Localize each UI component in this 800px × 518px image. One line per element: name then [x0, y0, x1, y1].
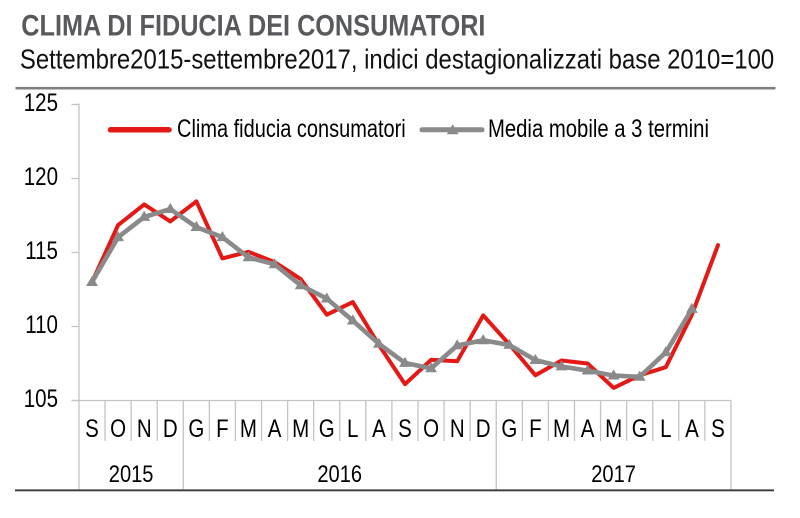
svg-text:G: G — [632, 414, 648, 442]
svg-text:2017: 2017 — [591, 460, 636, 487]
svg-text:G: G — [188, 414, 204, 442]
svg-text:M: M — [292, 414, 309, 442]
svg-text:125: 125 — [24, 88, 58, 116]
svg-text:115: 115 — [25, 236, 58, 264]
svg-text:S: S — [398, 414, 412, 442]
svg-text:M: M — [605, 414, 622, 442]
svg-text:Clima fiducia consumatori: Clima fiducia consumatori — [177, 115, 406, 142]
svg-text:M: M — [553, 414, 570, 442]
svg-text:2015: 2015 — [109, 460, 154, 487]
svg-text:O: O — [110, 414, 126, 442]
svg-text:G: G — [319, 414, 335, 442]
svg-text:A: A — [581, 414, 595, 442]
svg-text:Media mobile a 3 termini: Media mobile a 3 termini — [488, 115, 709, 142]
svg-text:F: F — [216, 414, 229, 442]
svg-text:L: L — [347, 414, 358, 442]
svg-text:L: L — [660, 414, 671, 442]
svg-text:N: N — [450, 414, 465, 442]
svg-text:A: A — [685, 414, 699, 442]
svg-text:O: O — [423, 414, 439, 442]
svg-text:D: D — [476, 414, 491, 442]
svg-text:A: A — [372, 414, 386, 442]
svg-text:105: 105 — [24, 384, 58, 412]
svg-text:CLIMA DI FIDUCIA DEI CONSUMATO: CLIMA DI FIDUCIA DEI CONSUMATORI — [21, 9, 485, 42]
svg-text:2016: 2016 — [317, 460, 362, 487]
svg-text:Settembre2015-settembre2017, i: Settembre2015-settembre2017, indici dest… — [20, 45, 774, 75]
svg-text:F: F — [529, 414, 542, 442]
svg-text:N: N — [137, 414, 152, 442]
svg-text:G: G — [501, 414, 517, 442]
svg-text:D: D — [163, 414, 178, 442]
svg-text:S: S — [85, 414, 99, 442]
svg-text:S: S — [711, 414, 725, 442]
svg-text:110: 110 — [25, 310, 58, 338]
svg-text:M: M — [240, 414, 257, 442]
svg-text:A: A — [268, 414, 282, 442]
svg-text:120: 120 — [24, 162, 58, 190]
